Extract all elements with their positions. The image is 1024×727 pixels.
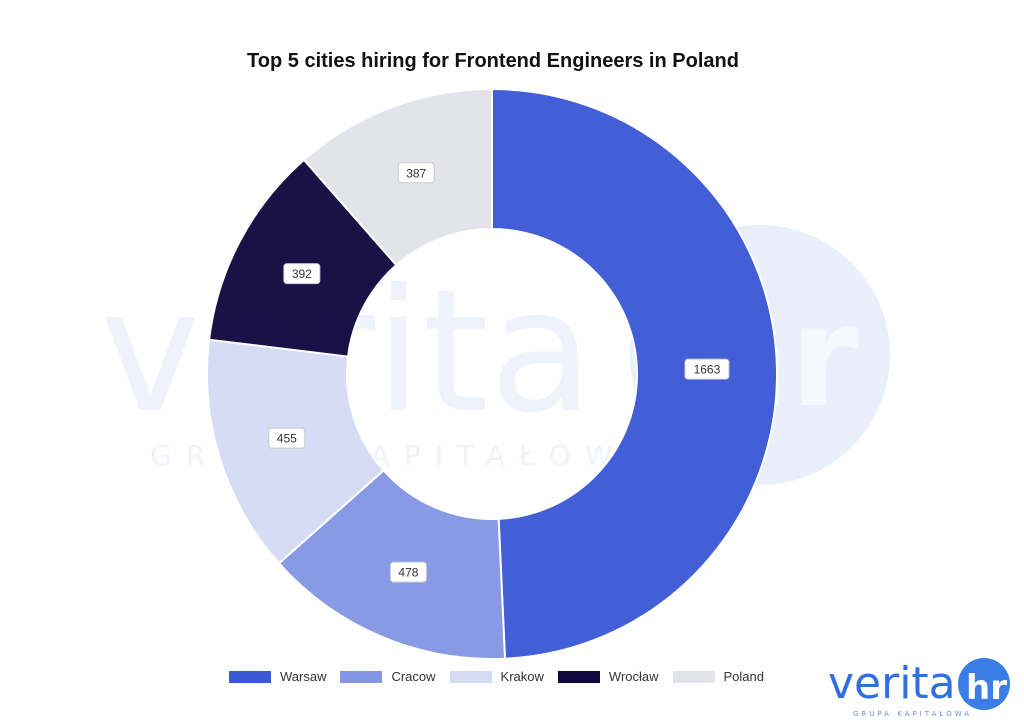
legend-label: Warsaw: [280, 669, 327, 684]
legend-item-warsaw[interactable]: Warsaw: [229, 669, 326, 684]
legend-label: Poland: [723, 669, 764, 684]
brand-logo: verita hr GRUPA KAPITAŁOWA: [828, 658, 1010, 718]
legend-swatch: [340, 670, 383, 683]
slice-warsaw[interactable]: [491, 87, 779, 660]
legend-item-krakow[interactable]: Krakow: [449, 669, 544, 684]
data-label-text: 455: [277, 432, 297, 446]
legend-swatch: [672, 670, 715, 683]
donut-chart: 1663 478 455 392 387: [206, 87, 779, 660]
slice-krakow[interactable]: [206, 338, 386, 565]
brand-badge: hr: [966, 668, 1007, 708]
chart-legend: Warsaw Cracow Krakow Wrocław Poland: [229, 669, 778, 684]
brand-badge-circle: [958, 658, 1010, 710]
legend-label: Krakow: [500, 669, 544, 684]
data-label-text: 478: [398, 566, 418, 580]
data-label-text: 387: [406, 166, 426, 180]
brand-subtitle: GRUPA KAPITAŁOWA: [853, 710, 972, 718]
legend-swatch: [557, 670, 600, 683]
legend-item-wrocław[interactable]: Wrocław: [557, 669, 659, 684]
legend-item-poland[interactable]: Poland: [672, 669, 764, 684]
legend-label: Wrocław: [608, 669, 659, 684]
data-label-krakow: 455: [268, 427, 306, 449]
chart-title: Top 5 cities hiring for Frontend Enginee…: [247, 50, 739, 72]
legend-swatch: [449, 670, 492, 683]
data-label-wrocław: 392: [283, 263, 321, 285]
legend-item-cracow[interactable]: Cracow: [340, 669, 436, 684]
data-label-warsaw: 1663: [684, 358, 730, 380]
legend-label: Cracow: [391, 669, 436, 684]
legend-swatch: [229, 670, 271, 683]
data-label-text: 392: [292, 267, 312, 281]
data-label-text: 1663: [694, 363, 721, 377]
data-label-poland: 387: [397, 162, 435, 184]
data-label-cracow: 478: [389, 561, 427, 583]
brand-word: verita: [828, 658, 956, 709]
